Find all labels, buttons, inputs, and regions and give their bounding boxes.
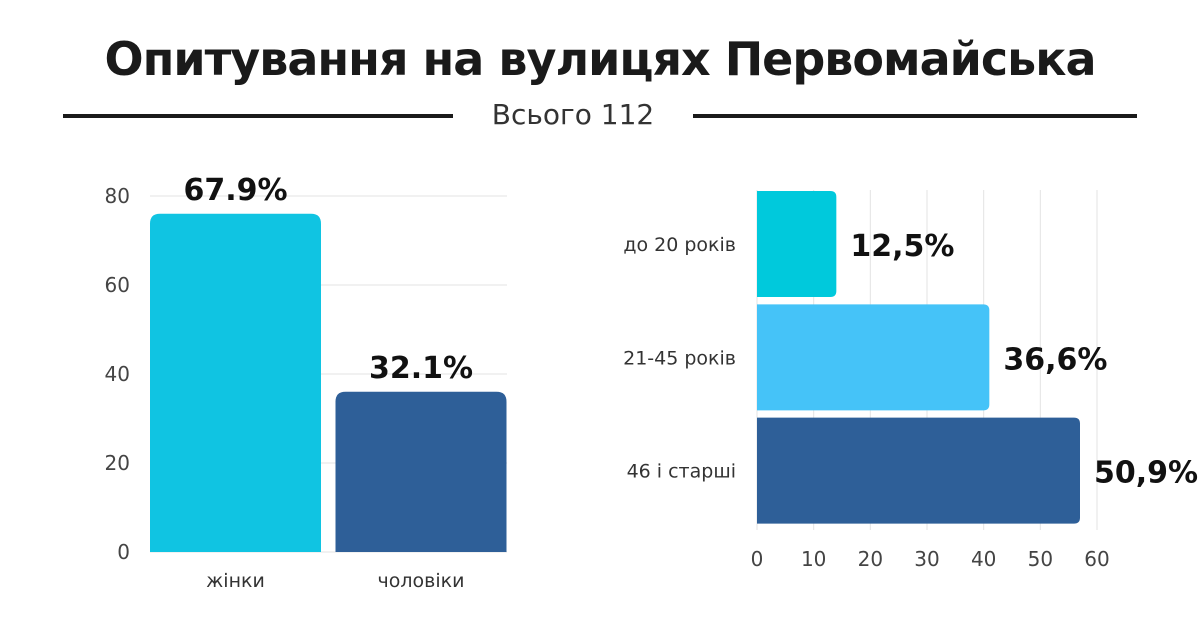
x-tick-label: чоловіки bbox=[378, 570, 465, 592]
x-tick-label: жінки bbox=[206, 570, 265, 592]
page-title: Опитування на вулицях Первомайська bbox=[104, 32, 1096, 86]
y-tick-label: 21-45 років bbox=[623, 347, 736, 369]
title-divider-left bbox=[63, 114, 453, 118]
y-tick-label: 0 bbox=[117, 540, 130, 564]
y-tick-label: 60 bbox=[105, 273, 130, 297]
bar bbox=[757, 304, 990, 411]
data-label: 36,6% bbox=[1003, 342, 1107, 377]
bar bbox=[757, 417, 1080, 524]
y-tick-label: 80 bbox=[105, 184, 130, 208]
x-tick-label: 20 bbox=[858, 547, 883, 571]
data-label: 12,5% bbox=[850, 229, 954, 264]
x-tick-label: 50 bbox=[1028, 547, 1053, 571]
bar bbox=[150, 213, 321, 553]
y-tick-label: 46 і старші bbox=[627, 461, 736, 483]
title-divider-right bbox=[693, 114, 1137, 118]
x-tick-label: 30 bbox=[914, 547, 939, 571]
y-tick-label: 40 bbox=[105, 362, 130, 386]
y-tick-label: 20 bbox=[105, 451, 130, 475]
data-label: 67.9% bbox=[183, 173, 287, 208]
page-subtitle: Всього 112 bbox=[491, 98, 655, 131]
x-tick-label: 0 bbox=[751, 547, 764, 571]
x-tick-label: 60 bbox=[1084, 547, 1109, 571]
bar bbox=[335, 391, 507, 552]
y-tick-label: до 20 років bbox=[623, 234, 736, 256]
bar bbox=[757, 191, 837, 297]
x-tick-label: 10 bbox=[801, 547, 826, 571]
x-tick-label: 40 bbox=[971, 547, 996, 571]
data-label: 32.1% bbox=[369, 351, 473, 386]
data-label: 50,9% bbox=[1094, 456, 1198, 491]
